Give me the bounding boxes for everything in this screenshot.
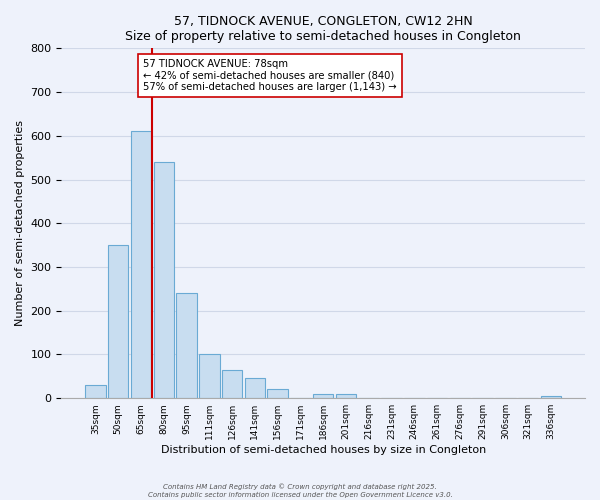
X-axis label: Distribution of semi-detached houses by size in Congleton: Distribution of semi-detached houses by … — [161, 445, 486, 455]
Bar — [541, 396, 561, 398]
Bar — [222, 370, 242, 398]
Bar — [199, 354, 220, 398]
Y-axis label: Number of semi-detached properties: Number of semi-detached properties — [15, 120, 25, 326]
Text: 57 TIDNOCK AVENUE: 78sqm
← 42% of semi-detached houses are smaller (840)
57% of : 57 TIDNOCK AVENUE: 78sqm ← 42% of semi-d… — [143, 60, 397, 92]
Bar — [85, 385, 106, 398]
Bar — [336, 394, 356, 398]
Bar — [108, 245, 128, 398]
Text: Contains HM Land Registry data © Crown copyright and database right 2025.
Contai: Contains HM Land Registry data © Crown c… — [148, 484, 452, 498]
Title: 57, TIDNOCK AVENUE, CONGLETON, CW12 2HN
Size of property relative to semi-detach: 57, TIDNOCK AVENUE, CONGLETON, CW12 2HN … — [125, 15, 521, 43]
Bar — [176, 293, 197, 398]
Bar — [131, 132, 151, 398]
Bar — [245, 378, 265, 398]
Bar — [154, 162, 174, 398]
Bar — [313, 394, 334, 398]
Bar — [268, 390, 288, 398]
